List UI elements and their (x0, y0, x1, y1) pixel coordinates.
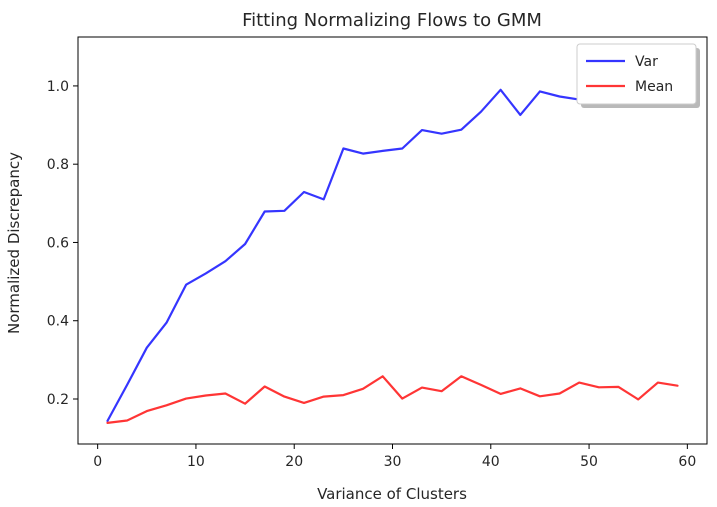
x-tick-label: 60 (678, 454, 696, 470)
legend-label-mean: Mean (635, 79, 673, 95)
x-axis-label: Variance of Clusters (317, 485, 467, 503)
y-tick-label: 1.0 (47, 79, 69, 95)
plot-area: 0 10 20 30 40 50 60 0.2 0.4 0.6 0.8 1.0 (47, 36, 708, 470)
y-tick-label: 0.6 (47, 235, 69, 251)
x-tick-label: 30 (384, 454, 402, 470)
series-line-var (106, 88, 679, 422)
y-tick-label: 0.2 (47, 392, 69, 408)
legend-box (576, 43, 697, 105)
y-axis-label: Normalized Discrepancy (5, 152, 23, 334)
y-tick-label: 0.4 (47, 314, 69, 330)
x-tick-label: 40 (482, 454, 500, 470)
x-tick-label: 10 (187, 454, 205, 470)
legend: Var Mean (576, 43, 700, 108)
x-tick-label: 0 (93, 454, 102, 470)
x-tick-label: 20 (285, 454, 303, 470)
legend-label-var: Var (635, 54, 658, 70)
series-line-mean (106, 375, 679, 424)
x-tick-label: 50 (580, 454, 598, 470)
y-tick-label: 0.8 (47, 157, 69, 173)
chart-title: Fitting Normalizing Flows to GMM (242, 10, 542, 31)
